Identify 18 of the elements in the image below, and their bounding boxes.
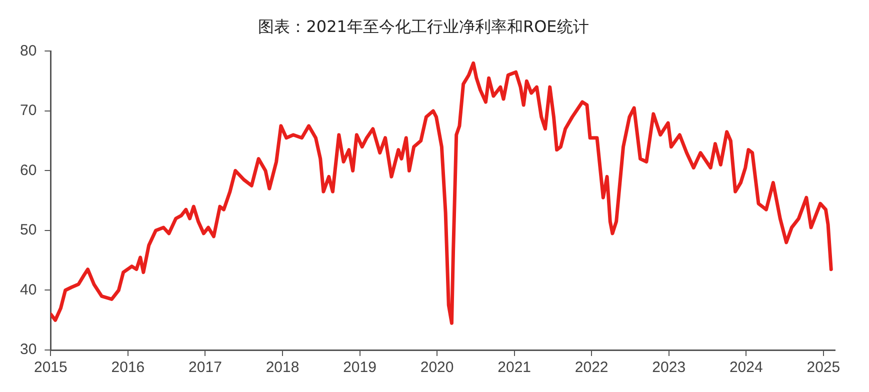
y-tick-label: 80 — [20, 42, 37, 60]
x-tick-label: 2024 — [729, 359, 763, 376]
y-tick-label: 30 — [20, 341, 37, 358]
x-tick-label: 2022 — [574, 359, 608, 376]
chart-title: 图表：2021年至今化工行业净利率和ROE统计 — [258, 16, 589, 36]
x-tick-label: 2015 — [34, 359, 68, 376]
x-tick-label: 2017 — [188, 359, 222, 376]
y-tick-label: 50 — [20, 222, 37, 239]
x-tick-label: 2021 — [498, 359, 532, 376]
y-tick-label: 70 — [20, 102, 37, 120]
x-tick-label: 2020 — [420, 359, 454, 376]
x-tick-label: 2025 — [806, 359, 840, 376]
x-tick-label: 2016 — [111, 359, 145, 376]
y-tick-label: 60 — [20, 162, 37, 179]
x-tick-label: 2018 — [266, 359, 300, 376]
x-tick-label: 2019 — [343, 359, 376, 376]
x-tick-label: 2023 — [652, 359, 686, 376]
y-tick-label: 40 — [20, 281, 37, 298]
